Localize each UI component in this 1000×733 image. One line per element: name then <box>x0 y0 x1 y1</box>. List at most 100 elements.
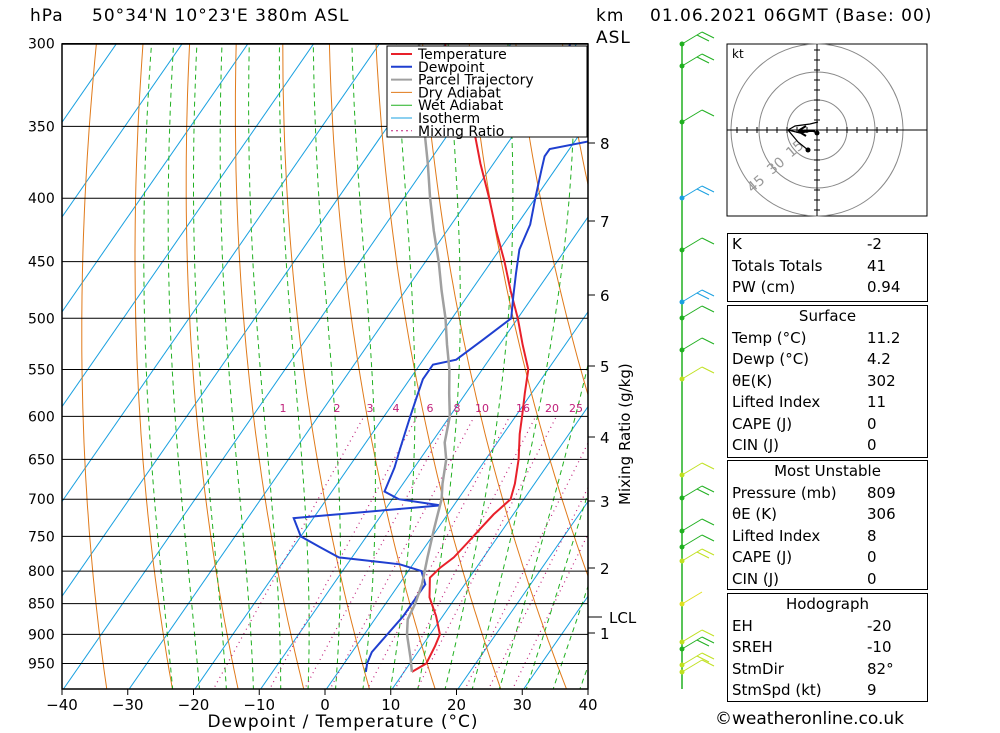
station-location: 50°34'N 10°23'E 380m ASL <box>92 6 350 26</box>
wind-barb-flag <box>701 109 715 117</box>
wind-barb-flag <box>701 31 715 39</box>
index-row: Lifted Index 11 <box>728 392 927 414</box>
profile-lines <box>292 44 588 673</box>
wind-barb-shaft <box>681 289 703 303</box>
dry-adiabat-line <box>923 6 1000 717</box>
km-unit-label: km <box>596 6 625 26</box>
x-axis-label: Dewpoint / Temperature (°C) <box>207 712 478 732</box>
isotherm-line <box>62 44 249 313</box>
wind-barb-shaft <box>681 591 703 605</box>
wind-barb-flag <box>696 188 710 196</box>
km-tick-label: 7 <box>600 213 610 231</box>
wet-adiabat-line <box>389 44 416 689</box>
wind-barb-shaft <box>681 636 703 650</box>
pressure-tick-label: 500 <box>28 311 55 327</box>
mixing-ratio-label: 20 <box>545 402 559 415</box>
x-tick-label: −20 <box>178 696 210 714</box>
index-value: 11.2 <box>867 328 901 347</box>
isotherm-line <box>62 44 183 218</box>
index-value: 82° <box>867 659 894 678</box>
index-label: SREH <box>732 638 773 656</box>
series-parcel-trajectory <box>405 44 452 673</box>
legend-box <box>386 45 588 138</box>
index-row: CIN (J) 0 <box>728 569 927 591</box>
hodograph_table-title: Hodograph <box>785 595 870 613</box>
index-label: Pressure (mb) <box>732 483 837 502</box>
pressure-tick-label: 450 <box>28 255 55 271</box>
index-value: -10 <box>867 638 892 656</box>
wind-barb-shaft <box>681 462 703 476</box>
km-tick-label: 4 <box>600 429 610 447</box>
wet-adiabat-line <box>498 362 588 689</box>
index-label: CAPE (J) <box>732 414 793 433</box>
index-label: θE (K) <box>732 505 777 523</box>
x-tick-label: 0 <box>320 696 330 714</box>
mixing-ratio-line <box>464 441 588 689</box>
wind-barb-shaft <box>681 629 703 643</box>
km-tick-label: 2 <box>600 560 610 578</box>
mixing-ratio-label: 25 <box>569 402 583 415</box>
wind-barb-flag <box>701 548 715 556</box>
wind-barb-shaft <box>681 31 703 45</box>
wet-adiabat-line <box>167 44 200 689</box>
dry-adiabat-line <box>422 44 568 689</box>
asl-label: ASL <box>596 28 631 48</box>
pressure-tick-label: 850 <box>28 597 55 613</box>
axis-labels: 3003504004505005506006507007508008509009… <box>28 37 637 733</box>
wind-barb-flag <box>701 485 715 493</box>
wind-barb-shaft <box>681 53 703 67</box>
index-label: CIN (J) <box>732 569 780 588</box>
index-row: SREH -10 <box>728 637 927 659</box>
index-value: 9 <box>867 681 877 699</box>
isotherm-line <box>62 44 315 408</box>
pressure-tick-label: 300 <box>28 37 55 53</box>
hodograph-unit: kt <box>732 47 744 61</box>
credit-text: ©weatheronline.co.uk <box>715 709 905 729</box>
index-value: 0.94 <box>867 278 901 296</box>
most_unstable-title: Most Unstable <box>774 462 881 480</box>
index-value: 302 <box>867 371 896 390</box>
km-tick-label: 8 <box>600 135 610 153</box>
legend-entry: Isotherm <box>418 111 480 127</box>
dry-adiabat-line <box>185 44 239 689</box>
hodograph-stats-box: Hodograph EH -20 SREH -10 StmDir 82° StmSpd (kt… <box>727 593 928 702</box>
wet-adiabat-line <box>248 44 282 689</box>
wind-barb-flag <box>696 639 710 647</box>
mixing-ratio-line <box>416 416 558 689</box>
x-tick-label: 20 <box>447 696 466 714</box>
index-row: CIN (J) 0 <box>728 435 927 457</box>
index-row: Lifted Index 8 <box>728 526 927 548</box>
index-label: θE(K) <box>732 371 773 390</box>
dry-adiabat-line <box>375 44 502 689</box>
mixing-ratio-axis-label: Mixing Ratio (g/kg) <box>616 363 634 505</box>
hodograph-point <box>805 147 811 153</box>
index-label: K <box>732 235 742 253</box>
wet-adiabat-line <box>278 44 310 689</box>
series-dewpoint <box>292 44 588 673</box>
mixing-ratio-line <box>269 416 418 689</box>
index-row: Totals Totals 41 <box>728 256 927 278</box>
mixing-ratio-label: 8 <box>454 402 461 415</box>
wind-barb-flag <box>701 237 715 245</box>
index-value: 0 <box>867 569 877 588</box>
index-value: 0 <box>867 414 877 433</box>
wet-adiabat-line <box>444 44 514 689</box>
index-row: θE(K) 302 <box>728 371 927 393</box>
series-temperature <box>411 44 530 673</box>
index-value: -20 <box>867 616 892 635</box>
wind-barb-shaft <box>681 185 703 199</box>
wet-adiabat-line <box>525 491 588 689</box>
index-row: EH -20 <box>728 616 927 638</box>
index-value: 306 <box>867 505 896 523</box>
pressure-tick-label: 350 <box>28 119 55 135</box>
pressure-tick-label: 550 <box>28 363 55 379</box>
wind-barb-shaft <box>681 109 703 123</box>
wind-barb-flag <box>701 629 715 637</box>
isotherm-line <box>62 44 380 503</box>
index-label: Lifted Index <box>732 526 821 545</box>
legend-entry: Parcel Trajectory <box>418 73 534 89</box>
isotherm-line <box>62 44 117 124</box>
wet-adiabat-line <box>143 44 174 689</box>
